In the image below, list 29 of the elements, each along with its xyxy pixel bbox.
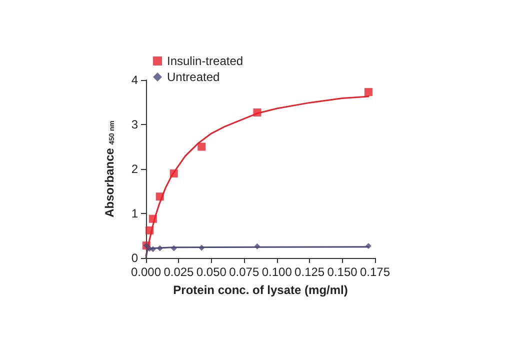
x-axis-title: Protein conc. of lysate (mg/ml) — [173, 283, 348, 297]
x-tick-label: 0.150 — [327, 265, 358, 279]
point — [198, 244, 205, 251]
x-tick-label: 0.025 — [164, 265, 194, 279]
point — [364, 88, 372, 96]
legend-label: Insulin-treated — [167, 54, 244, 68]
x-tick-label: 0.100 — [262, 265, 292, 279]
y-tick-label: 1 — [131, 206, 138, 220]
point — [253, 108, 262, 116]
y-tick-label: 3 — [131, 118, 138, 132]
y-tick-label: 2 — [131, 162, 138, 176]
x-tick-label: 0.000 — [130, 265, 162, 279]
x-tick-label: 0.075 — [229, 265, 260, 279]
point — [148, 214, 157, 223]
point — [198, 142, 206, 151]
x-tick-label: 0.050 — [196, 265, 227, 279]
x-tick-label: 0.125 — [294, 265, 325, 279]
point — [170, 245, 177, 252]
point — [146, 226, 154, 234]
y-tick-label: 0 — [131, 251, 138, 265]
point — [156, 192, 164, 201]
x-tick-label: 0.175 — [360, 265, 390, 279]
y-tick-label: 4 — [131, 73, 138, 87]
point — [156, 245, 163, 252]
point — [254, 243, 260, 250]
point — [150, 246, 156, 252]
point — [365, 242, 372, 249]
point — [170, 169, 178, 178]
legend-label: Untreated — [167, 70, 220, 84]
